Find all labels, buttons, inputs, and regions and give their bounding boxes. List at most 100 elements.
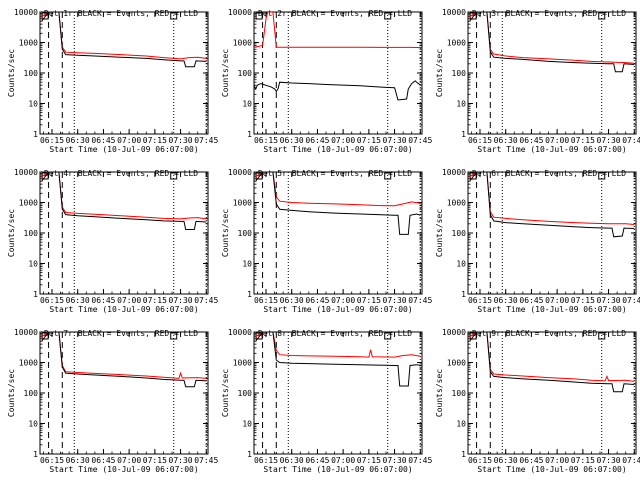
- y-tick-label: 1: [33, 130, 38, 139]
- x-axis-label: Start Time (10-Jul-09 06:07:00): [477, 305, 626, 314]
- x-tick-label: 07:15: [143, 296, 167, 305]
- plot-frame: [253, 11, 423, 135]
- panel-5: Det 5r BLACK = Events, RED = LLD 1 10 100 10…: [221, 168, 433, 314]
- x-tick-label: 07:00: [545, 136, 569, 145]
- y-tick-label: 10000: [14, 168, 38, 177]
- y-tick-label: 100: [238, 69, 253, 78]
- x-tick-label: 06:45: [91, 296, 115, 305]
- marker-square: [255, 12, 263, 20]
- lld-series-line: [255, 172, 421, 207]
- y-tick-label: 10000: [442, 8, 466, 17]
- y-tick-label: 1: [247, 290, 252, 299]
- y-tick-label: 100: [452, 389, 467, 398]
- y-tick-label: 10: [456, 100, 466, 109]
- marker-square: [170, 332, 178, 340]
- panel-title: Det 2r BLACK = Events, RED = LLD: [258, 9, 412, 18]
- x-tick-label: 06:15: [40, 456, 64, 465]
- y-axis-label: Counts/sec: [221, 369, 230, 417]
- x-tick-label: 06:30: [66, 456, 90, 465]
- events-series-line: [254, 80, 421, 101]
- x-tick-label: 06:30: [280, 136, 304, 145]
- x-axis-label: Start Time (10-Jul-09 06:07:00): [263, 305, 412, 314]
- x-tick-label: 07:00: [331, 456, 355, 465]
- x-tick-label: 06:15: [254, 456, 278, 465]
- x-tick-label: 07:45: [622, 136, 640, 145]
- lld-series-line: [255, 332, 421, 358]
- y-tick-label: 10: [28, 420, 38, 429]
- y-tick-label: 1: [461, 450, 466, 459]
- lld-series-line: [469, 332, 635, 382]
- x-tick-label: 07:30: [383, 136, 407, 145]
- lld-series-line: [469, 12, 635, 64]
- x-tick-label: 07:00: [545, 296, 569, 305]
- y-tick-label: 1: [461, 290, 466, 299]
- events-series-line: [469, 12, 635, 73]
- y-tick-label: 10000: [14, 328, 38, 337]
- x-tick-label: 07:15: [357, 296, 381, 305]
- y-tick-label: 1000: [19, 359, 38, 368]
- x-tick-label: 06:30: [494, 136, 518, 145]
- y-tick-label: 100: [24, 389, 39, 398]
- y-tick-label: 1: [247, 450, 252, 459]
- panel-title: Det 3r BLACK = Events, RED = LLD: [472, 9, 626, 18]
- panel-title: Det 4r BLACK = Events, RED = LLD: [44, 169, 198, 178]
- y-tick-label: 1000: [19, 39, 38, 48]
- y-tick-label: 100: [452, 69, 467, 78]
- marker-square: [598, 332, 606, 340]
- plot-frame: [39, 11, 209, 135]
- y-tick-label: 1000: [447, 39, 466, 48]
- y-axis-label: Counts/sec: [7, 369, 16, 417]
- y-axis-label: Counts/sec: [435, 369, 444, 417]
- x-tick-label: 07:30: [597, 296, 621, 305]
- x-tick-label: 07:15: [143, 136, 167, 145]
- plot-frame: [467, 171, 637, 295]
- y-tick-label: 10: [456, 420, 466, 429]
- marker-square: [384, 172, 392, 180]
- x-tick-label: 07:15: [357, 136, 381, 145]
- events-series-line: [41, 172, 207, 230]
- y-tick-label: 10000: [228, 168, 252, 177]
- x-tick-label: 07:00: [545, 456, 569, 465]
- y-axis-label: Counts/sec: [435, 209, 444, 257]
- x-tick-label: 06:30: [494, 296, 518, 305]
- x-tick-label: 06:15: [40, 136, 64, 145]
- x-tick-label: 07:45: [622, 296, 640, 305]
- x-tick-label: 07:30: [169, 456, 193, 465]
- x-tick-label: 06:45: [519, 136, 543, 145]
- events-series-line: [255, 332, 421, 387]
- x-tick-label: 07:45: [194, 296, 218, 305]
- y-tick-label: 10: [242, 420, 252, 429]
- y-tick-label: 100: [24, 229, 39, 238]
- y-tick-label: 10000: [228, 8, 252, 17]
- x-tick-label: 07:45: [408, 456, 432, 465]
- x-tick-label: 07:00: [331, 296, 355, 305]
- x-tick-label: 07:00: [117, 296, 141, 305]
- lld-series-line: [469, 172, 635, 225]
- marker-square: [598, 172, 606, 180]
- x-tick-label: 06:45: [305, 296, 329, 305]
- x-axis-label: Start Time (10-Jul-09 06:07:00): [477, 465, 626, 474]
- y-tick-label: 1000: [447, 359, 466, 368]
- plot-frame: [253, 171, 423, 295]
- y-tick-label: 1000: [447, 199, 466, 208]
- y-tick-label: 100: [238, 389, 253, 398]
- y-tick-label: 1000: [233, 39, 252, 48]
- x-tick-label: 06:30: [280, 296, 304, 305]
- panel-9: Det 9r BLACK = Events, RED = LLD 1 10 100 10…: [435, 328, 640, 474]
- events-series-line: [469, 332, 635, 393]
- y-tick-label: 10000: [14, 8, 38, 17]
- y-tick-label: 1000: [19, 199, 38, 208]
- lld-series-line: [41, 12, 207, 60]
- panel-8: Det 8r BLACK = Events, RED = LLD 1 10 100 10…: [221, 328, 433, 474]
- x-tick-label: 07:15: [357, 456, 381, 465]
- y-axis-label: Counts/sec: [435, 49, 444, 97]
- y-tick-label: 100: [24, 69, 39, 78]
- y-tick-label: 100: [238, 229, 253, 238]
- x-tick-label: 06:45: [91, 456, 115, 465]
- y-axis-label: Counts/sec: [221, 209, 230, 257]
- y-tick-label: 10000: [442, 328, 466, 337]
- x-tick-label: 07:30: [597, 136, 621, 145]
- events-series-line: [41, 12, 207, 68]
- y-tick-label: 1000: [233, 199, 252, 208]
- panel-title: Det 6r BLACK = Events, RED = LLD: [472, 169, 626, 178]
